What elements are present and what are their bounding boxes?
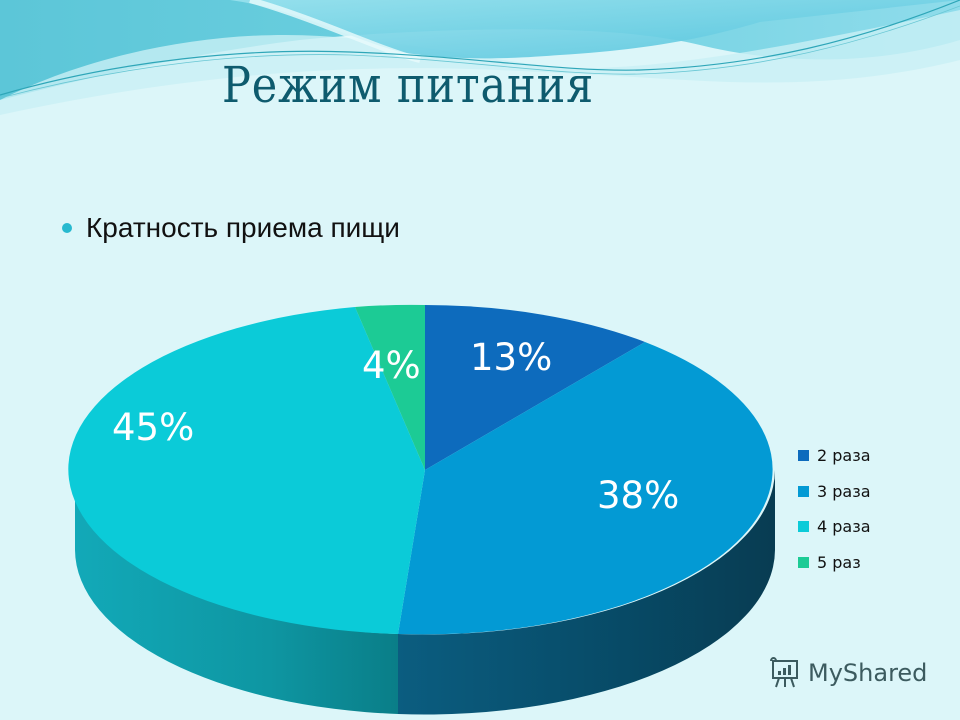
legend-item: 5 раз (798, 545, 871, 581)
legend-swatch-icon (798, 556, 809, 568)
label-2-raza: 13% (470, 336, 553, 379)
label-4-raza: 45% (112, 406, 195, 449)
chart-legend: 2 раза 3 раза 4 раза 5 раз (798, 438, 871, 580)
pie-slice-4-raza (68, 307, 426, 634)
legend-item: 4 раза (798, 509, 871, 545)
presentation-board-icon (770, 657, 798, 688)
pie-slice-2-raza (425, 305, 645, 470)
pie-side-3-raza (398, 470, 775, 715)
legend-swatch-icon (798, 521, 809, 533)
bullet-text: Кратность приема пищи (86, 212, 400, 243)
watermark: MyShared (768, 656, 927, 690)
bullet-dot-icon (62, 223, 72, 233)
pie-side-4-raza (75, 470, 398, 714)
legend-swatch-icon (798, 450, 809, 462)
legend-item: 2 раза (798, 438, 871, 474)
label-5-raz: 4% (362, 344, 421, 387)
pie-slice-3-raza (398, 342, 773, 635)
legend-swatch-icon (798, 485, 809, 497)
label-3-raza: 38% (597, 474, 680, 517)
slide-title: Режим питания (222, 56, 595, 114)
legend-item: 3 раза (798, 474, 871, 510)
bullet-item: Кратность приема пищи (62, 212, 400, 244)
pie-slice-5-raz (355, 304, 425, 470)
